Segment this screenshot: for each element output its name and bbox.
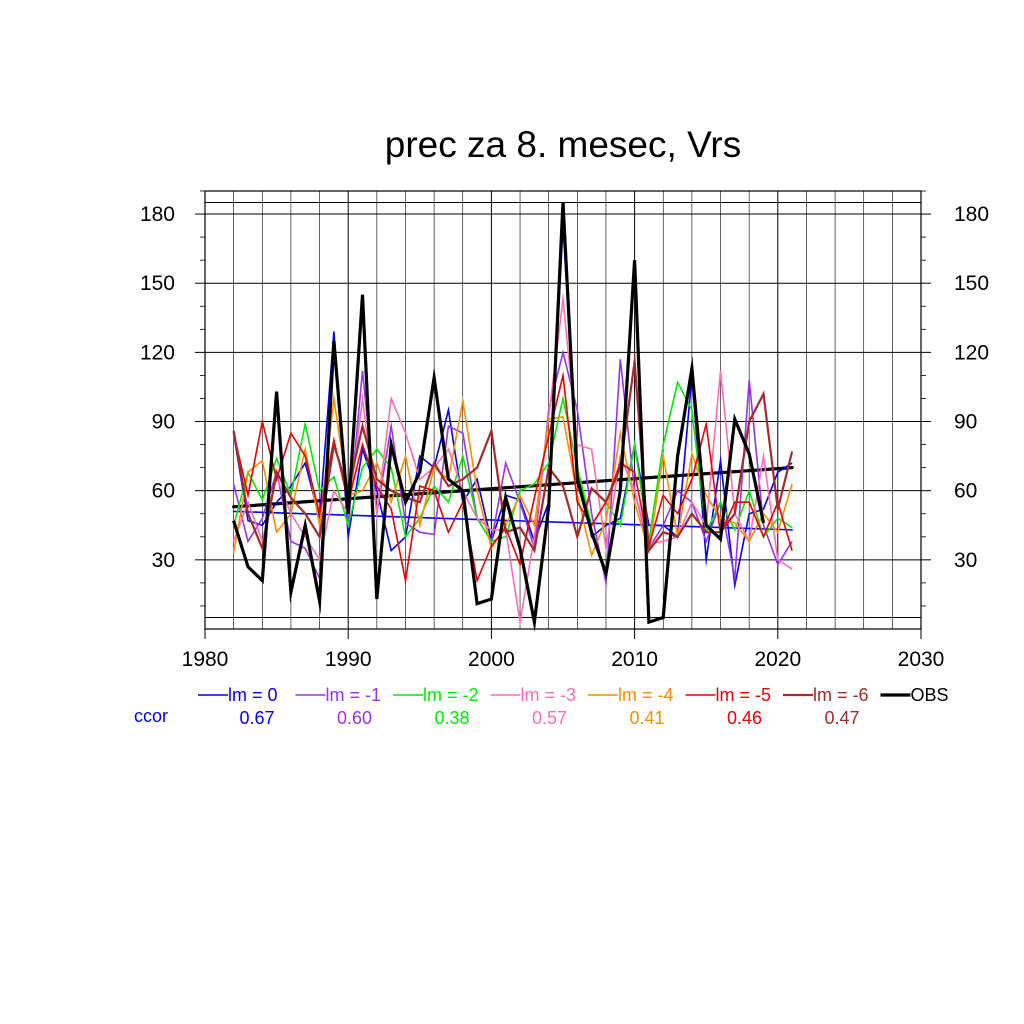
x-tick-label: 1980 [182,648,229,671]
legend-ccor-4: 0.41 [629,708,664,728]
legend: lm = 0 0.67 lm = -1 0.60 lm = -2 0.38 lm = -3 0… [134,685,949,728]
plot-border [204,190,922,630]
x-tick-label: 2010 [611,648,658,671]
chart-title: prec za 8. mesec, Vrs [385,124,741,165]
y-tick-label: 120 [140,341,175,364]
y-tick-label: 90 [152,411,175,434]
x-tick-label: 1990 [325,648,372,671]
legend-label-0: lm = 0 [228,685,278,705]
y-tick-label: 180 [140,203,175,226]
y-tick-label-right: 180 [954,203,989,226]
legend-label-2: lm = -2 [423,685,479,705]
y-tick-label: 60 [152,480,175,503]
plot-frame [204,190,922,630]
legend-ccor-0: 0.67 [239,708,274,728]
legend-label-4: lm = -4 [618,685,674,705]
y-tick-label-right: 90 [954,411,977,434]
series-line-3 [232,291,793,628]
legend-ccor-2: 0.38 [434,708,469,728]
legend-ccor-1: 0.60 [337,708,372,728]
y-tick-label-right: 30 [954,549,977,572]
legend-label-5: lm = -5 [716,685,772,705]
series-line-7 [232,202,766,633]
y-tick-label-right: 60 [954,480,977,503]
y-tick-label: 150 [140,272,175,295]
legend-ccor-3: 0.57 [532,708,567,728]
axes: 30 30 60 60 90 90 120 120 150 150 180 180 1980 1990 20… [140,190,989,671]
y-tick-label-right: 120 [954,341,989,364]
legend-label-6: lm = -6 [813,685,869,705]
x-tick-label: 2030 [898,648,945,671]
legend-label-1: lm = -1 [326,685,382,705]
y-tick-label: 30 [152,549,175,572]
y-tick-label-right: 150 [954,272,989,295]
legend-label-3: lm = -3 [521,685,577,705]
x-tick-label: 2020 [754,648,801,671]
ccor-label: ccor [134,706,168,726]
legend-label-7: OBS [911,685,949,705]
legend-ccor-6: 0.47 [824,708,859,728]
series-lines [232,202,794,633]
x-tick-label: 2000 [468,648,515,671]
legend-ccor-5: 0.46 [727,708,762,728]
